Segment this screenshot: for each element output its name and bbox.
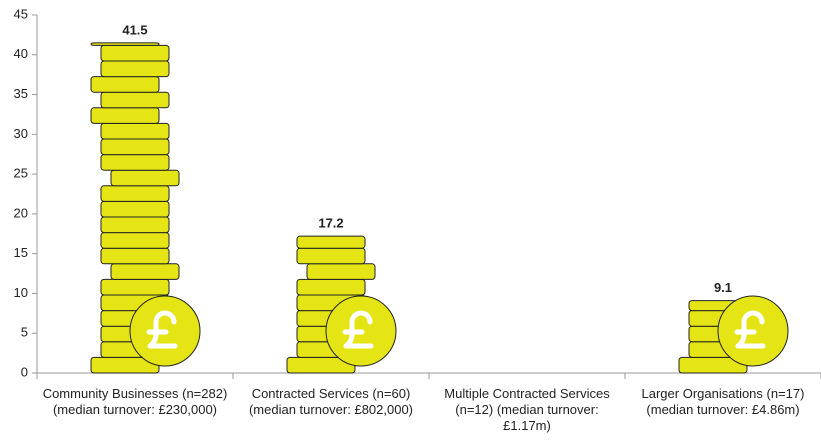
coin xyxy=(296,278,366,296)
y-tick-label: 35 xyxy=(14,86,28,101)
y-tick-label: 5 xyxy=(21,325,28,340)
y-tick-label: 45 xyxy=(14,6,28,21)
coin xyxy=(110,169,180,187)
coin xyxy=(100,200,170,218)
y-tick-label: 40 xyxy=(14,46,28,61)
pound-icon xyxy=(734,310,766,349)
coin xyxy=(100,278,170,296)
coin xyxy=(100,91,170,109)
y-tick-label: 30 xyxy=(14,126,28,141)
coin xyxy=(100,216,170,234)
coin xyxy=(306,263,376,280)
x-tick-label: Contracted Services (n=60) (median turno… xyxy=(248,386,414,417)
value-label: 41.5 xyxy=(122,22,147,37)
coin xyxy=(100,185,170,202)
bar xyxy=(286,235,397,374)
value-label: 9.1 xyxy=(714,280,732,295)
y-tick-label: 15 xyxy=(14,245,28,260)
bar xyxy=(90,42,201,374)
coin xyxy=(100,60,170,78)
y-tick-label: 25 xyxy=(14,166,28,181)
coin xyxy=(100,122,170,140)
coin xyxy=(296,235,366,249)
coin xyxy=(90,107,160,124)
y-tick-label: 0 xyxy=(21,364,28,379)
coin xyxy=(296,247,366,265)
coin xyxy=(90,42,160,46)
coin xyxy=(110,263,180,280)
coin xyxy=(90,76,160,93)
coin xyxy=(100,232,170,249)
coin xyxy=(100,44,170,62)
pound-icon xyxy=(146,310,178,349)
pound-icon xyxy=(342,310,374,349)
x-tick-label: Larger Organisations (n=17) (median turn… xyxy=(641,386,805,417)
coin xyxy=(100,247,170,265)
x-tick-label: Community Businesses (n=282) (median tur… xyxy=(42,386,228,417)
value-label: 17.2 xyxy=(318,216,343,231)
coin xyxy=(100,138,170,156)
y-tick-label: 20 xyxy=(14,205,28,220)
x-tick-label: Multiple Contracted Services (n=12) (med… xyxy=(444,386,610,433)
coin xyxy=(100,154,170,171)
y-tick-label: 10 xyxy=(14,285,28,300)
bar xyxy=(678,295,789,374)
